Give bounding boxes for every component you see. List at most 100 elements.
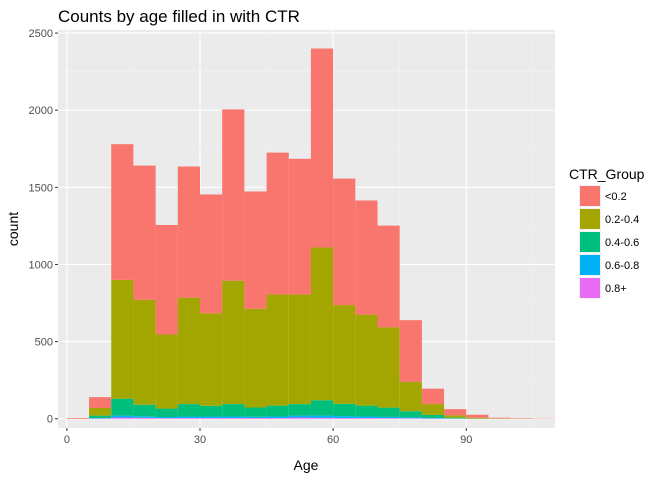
bar-segment [111, 417, 134, 419]
bar-segment [444, 417, 467, 419]
y-tick-label: 2500 [29, 28, 53, 40]
x-axis-label: Age [294, 457, 319, 473]
legend-items: <0.2 0.2-0.4 0.4-0.6 0.6-0.8 0.8+ [579, 185, 639, 299]
bar-segment [133, 299, 156, 405]
bar-segment [244, 191, 267, 309]
legend-swatch [580, 232, 600, 252]
bar-segment [466, 414, 489, 418]
bar-segment [177, 297, 200, 405]
bars [66, 48, 555, 419]
bar-segment [421, 388, 445, 405]
bar-segment [377, 416, 400, 419]
bar-segment [89, 407, 112, 416]
bar-segment [355, 405, 378, 417]
bar-segment [266, 417, 289, 419]
x-tick-label: 60 [327, 434, 339, 446]
x-tick-label: 0 [64, 434, 70, 446]
bar-segment [288, 294, 311, 405]
x-axis: 0 30 60 90 [64, 428, 472, 446]
bar-segment [355, 416, 378, 418]
y-axis-label: count [5, 212, 21, 246]
bar-segment [200, 417, 223, 419]
bar-segment [333, 403, 356, 417]
legend-swatch [580, 278, 600, 298]
bar-segment [355, 417, 378, 419]
legend-swatch [580, 186, 600, 206]
bar-segment [155, 418, 178, 419]
bar-segment [133, 404, 156, 417]
bar-segment [222, 404, 245, 417]
bar-segment [177, 417, 200, 419]
bar-segment [111, 144, 134, 280]
bar-segment [310, 415, 334, 418]
chart-title: Counts by age filled in with CTR [58, 7, 300, 26]
bar-segment [133, 416, 156, 418]
bar-segment [222, 109, 245, 281]
bar-segment [111, 279, 134, 399]
bar-segment [244, 417, 267, 419]
bar-segment [310, 400, 334, 416]
bar-segment [399, 381, 422, 412]
bar-segment [333, 417, 356, 419]
bar-segment [200, 194, 223, 314]
y-axis: 0 500 1000 1500 2000 2500 [29, 28, 58, 426]
y-tick-label: 1500 [29, 182, 53, 194]
bar-segment [266, 416, 289, 418]
bar-segment [466, 417, 489, 419]
bar-segment [333, 178, 356, 306]
bar-segment [488, 417, 511, 419]
bar-segment [222, 416, 245, 418]
bar-segment [111, 398, 134, 416]
bar-segment [222, 280, 245, 405]
y-tick-label: 1000 [29, 259, 53, 271]
bar-segment [377, 407, 400, 417]
y-tick-label: 0 [47, 414, 53, 426]
bar-segment [288, 417, 311, 419]
y-tick-label: 2000 [29, 105, 53, 117]
bar-segment [444, 409, 467, 416]
bar-segment [177, 166, 200, 298]
bar-segment [310, 417, 334, 419]
legend-title: CTR_Group [569, 166, 645, 182]
bar-segment [133, 165, 156, 300]
bar-segment [288, 404, 311, 416]
bar-segment [200, 313, 223, 406]
bar-segment [266, 152, 289, 295]
bar-segment [200, 416, 223, 418]
bar-segment [266, 294, 289, 406]
legend-label: <0.2 [605, 191, 627, 203]
bar-segment [244, 308, 267, 408]
bar-segment [310, 247, 334, 401]
x-tick-label: 30 [194, 434, 206, 446]
bar-segment [377, 418, 400, 419]
bar-segment [421, 404, 445, 415]
bar-segment [399, 411, 422, 418]
bar-segment [89, 415, 112, 418]
legend-label: 0.6-0.8 [605, 260, 639, 272]
bar-segment [377, 327, 400, 408]
bar-segment [155, 417, 178, 419]
bar-segment [377, 225, 400, 328]
bar-segment [399, 417, 422, 419]
bar-segment [89, 397, 112, 408]
bar-segment [288, 158, 311, 295]
legend-label: 0.2-0.4 [605, 214, 639, 226]
bar-segment [355, 200, 378, 315]
bar-segment [399, 320, 422, 382]
bar-segment [133, 417, 156, 419]
bar-segment [177, 404, 200, 417]
bar-segment [111, 415, 134, 418]
bar-segment [310, 48, 334, 248]
bar-segment [421, 414, 445, 418]
bar-segment [288, 415, 311, 418]
bar-segment [155, 224, 178, 335]
bar-segment [200, 405, 223, 417]
bar-segment [333, 305, 356, 404]
bar-segment [333, 416, 356, 418]
legend-swatch [580, 255, 600, 275]
bar-segment [266, 405, 289, 417]
legend-swatch [580, 209, 600, 229]
plot-panel [58, 30, 555, 428]
bar-segment [444, 415, 467, 418]
